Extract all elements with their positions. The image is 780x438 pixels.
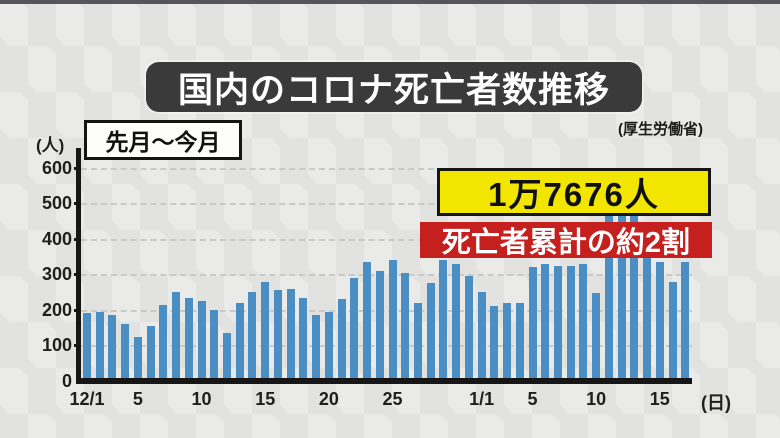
bar-1-16 xyxy=(668,281,677,381)
chart-title: 国内のコロナ死亡者数推移 xyxy=(177,70,610,110)
share-of-cumulative-text: 死亡者累計の約2割 xyxy=(441,227,691,259)
bar-1-10 xyxy=(592,292,601,381)
bar-12-23 xyxy=(363,261,372,381)
bar-1-11 xyxy=(604,212,613,381)
bar-12-4 xyxy=(121,324,130,381)
bar-12-12 xyxy=(223,333,232,381)
bar-12-21 xyxy=(337,299,346,381)
bar-12-26 xyxy=(401,272,410,381)
screen-top-strip xyxy=(0,0,780,4)
bar-12-15 xyxy=(261,281,270,381)
bar-12-29 xyxy=(439,260,448,381)
bar-12-31 xyxy=(464,276,473,381)
gridline-100 xyxy=(81,345,692,348)
bar-12-27 xyxy=(413,302,422,381)
y-axis-label-600: 600 xyxy=(41,157,72,178)
y-axis-line xyxy=(76,148,81,384)
y-axis-label-200: 200 xyxy=(41,299,72,320)
bar-1-2 xyxy=(490,306,499,381)
x-axis-label-1-1: 1/1 xyxy=(469,389,495,409)
bar-1-13 xyxy=(630,208,639,381)
bar-12-8 xyxy=(172,292,181,381)
bar-chart-plot-area xyxy=(74,150,692,381)
bar-12-6 xyxy=(146,325,155,381)
y-axis-label-400: 400 xyxy=(41,228,72,249)
x-axis-label-10: 10 xyxy=(191,389,212,409)
gridline-500 xyxy=(81,203,692,206)
y-axis-unit-label: (人) xyxy=(36,136,65,155)
bar-12-3 xyxy=(108,315,117,381)
bar-12-1 xyxy=(83,313,91,381)
gridline-300 xyxy=(81,274,692,277)
y-axis-label-300: 300 xyxy=(41,264,72,285)
x-axis-label-20: 20 xyxy=(318,389,339,409)
period-label-box: 先月〜今月 xyxy=(84,120,242,160)
x-axis-unit-label: (日) xyxy=(701,393,731,413)
bar-12-24 xyxy=(375,270,384,381)
bar-1-8 xyxy=(566,265,575,381)
data-source-attribution: (厚生労働省) xyxy=(618,121,703,138)
bar-1-7 xyxy=(553,265,562,381)
bar-12-20 xyxy=(324,311,333,381)
bar-1-15 xyxy=(655,261,664,381)
bar-12-10 xyxy=(197,301,206,381)
bar-1-12 xyxy=(617,206,626,381)
bar-12-16 xyxy=(273,290,282,381)
bar-12-18 xyxy=(299,297,308,381)
x-axis-label-10: 10 xyxy=(586,389,607,409)
bar-1-14 xyxy=(643,256,652,381)
bar-12-14 xyxy=(248,292,257,381)
bar-1-3 xyxy=(503,302,512,381)
total-deaths-value: 1万7676人 xyxy=(488,176,660,213)
x-axis-label-15: 15 xyxy=(255,389,276,409)
bar-1-4 xyxy=(515,302,524,381)
chart-title-banner: 国内のコロナ死亡者数推移 xyxy=(146,62,642,112)
x-axis-label-12-1: 12/1 xyxy=(69,389,105,409)
share-of-cumulative-callout: 死亡者累計の約2割 xyxy=(420,222,712,259)
bar-12-22 xyxy=(350,277,359,381)
bar-12-28 xyxy=(426,283,435,381)
x-axis-label-25: 25 xyxy=(382,389,403,409)
bar-12-17 xyxy=(286,288,295,381)
y-axis-label-500: 500 xyxy=(41,193,72,214)
bar-12-30 xyxy=(452,263,461,381)
bar-1-1 xyxy=(477,292,486,381)
bar-1-17 xyxy=(681,261,690,381)
period-label: 先月〜今月 xyxy=(105,129,221,155)
gridline-200 xyxy=(81,309,692,312)
bar-12-2 xyxy=(95,311,104,381)
bar-1-5 xyxy=(528,267,537,381)
bar-1-6 xyxy=(541,263,550,381)
bar-12-13 xyxy=(235,302,244,381)
gridline-400 xyxy=(81,238,692,241)
bar-12-25 xyxy=(388,260,397,381)
x-axis-label-5: 5 xyxy=(132,389,143,409)
bar-12-19 xyxy=(312,315,321,381)
bar-12-7 xyxy=(159,304,168,381)
bar-12-9 xyxy=(184,297,193,381)
x-axis-label-15: 15 xyxy=(649,389,670,409)
y-axis-label-0: 0 xyxy=(61,371,72,391)
bar-1-9 xyxy=(579,263,588,381)
bar-12-11 xyxy=(210,309,219,381)
bar-12-5 xyxy=(133,336,142,381)
gridline-600 xyxy=(81,167,692,170)
x-axis-label-5: 5 xyxy=(527,389,538,409)
total-deaths-callout: 1万7676人 xyxy=(437,168,711,216)
x-axis-line xyxy=(76,378,692,384)
y-axis-label-100: 100 xyxy=(41,335,72,356)
